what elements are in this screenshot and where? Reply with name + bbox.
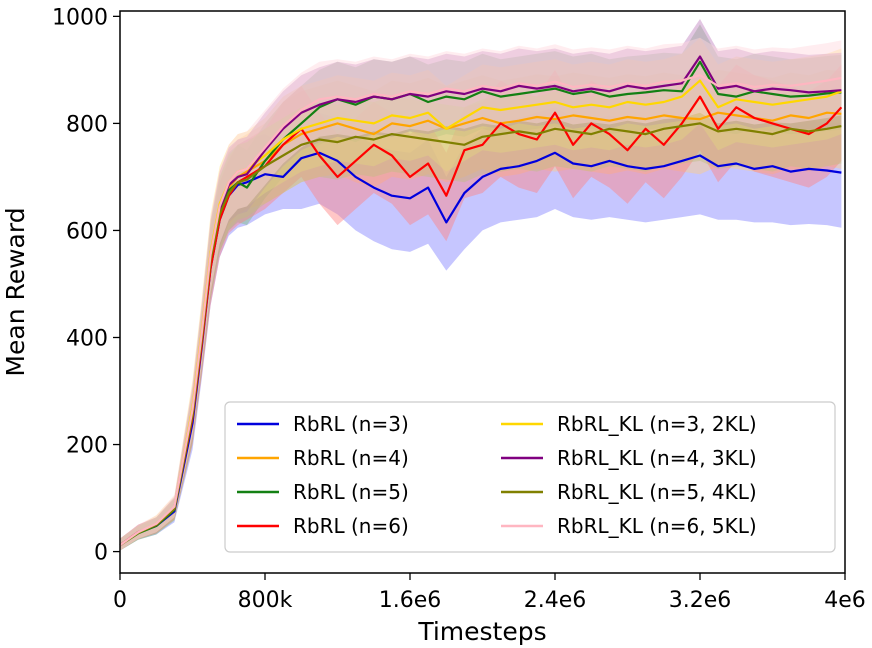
y-tick-label: 800 <box>66 112 108 137</box>
plot-frame <box>119 10 846 574</box>
band-rbrl-n-3 <box>120 107 842 551</box>
legend-label-rbrl-kl-n-4-3kl: RbRL_KL (n=4, 3KL) <box>557 446 757 470</box>
y-tick-label: 600 <box>66 219 108 244</box>
legend-label-rbrl-n-5: RbRL (n=5) <box>293 480 409 504</box>
y-tick-label: 0 <box>94 541 108 566</box>
x-tick-label: 1.6e6 <box>379 588 442 613</box>
x-axis-ticks: 0 800k 1.6e6 2.4e6 3.2e6 4e6 <box>113 573 866 613</box>
y-tick-label: 1000 <box>52 5 108 30</box>
legend-box <box>224 401 836 553</box>
band-rbrl-n-4 <box>120 69 842 551</box>
legend: RbRL (n=3) RbRL (n=4) RbRL (n=5) RbRL (n=6)… <box>224 401 836 553</box>
line-rbrl-kl-n-5-4kl <box>119 122 842 547</box>
x-tick-label: 4e6 <box>824 588 866 613</box>
band-rbrl-kl-n-3-2kl <box>120 37 842 551</box>
legend-label-rbrl-n-6: RbRL (n=6) <box>293 514 409 538</box>
x-tick-label: 0 <box>113 588 127 613</box>
x-axis-label: Timesteps <box>417 617 546 646</box>
y-tick-label: 400 <box>66 326 108 351</box>
y-axis-ticks: 0 200 400 600 800 1000 <box>52 5 120 566</box>
x-tick-label: 800k <box>238 588 293 613</box>
y-tick-label: 200 <box>66 434 108 459</box>
y-axis-label: Mean Reward <box>1 207 30 376</box>
band-rbrl-kl-n-4-3kl <box>120 19 842 551</box>
legend-label-rbrl-kl-n-5-4kl: RbRL_KL (n=5, 4KL) <box>557 480 757 504</box>
legend-label-rbrl-n-3: RbRL (n=3) <box>293 412 409 436</box>
legend-label-rbrl-kl-n-6-5kl: RbRL_KL (n=6, 5KL) <box>557 514 757 538</box>
legend-label-rbrl-kl-n-3-2kl: RbRL_KL (n=3, 2KL) <box>557 412 757 436</box>
band-rbrl-kl-n-5-4kl <box>120 85 842 551</box>
band-rbrl-n-5 <box>120 24 842 551</box>
legend-label-rbrl-n-4: RbRL (n=4) <box>293 446 409 470</box>
x-tick-label: 3.2e6 <box>669 588 732 613</box>
x-tick-label: 2.4e6 <box>524 588 587 613</box>
band-rbrl-n-6 <box>120 53 842 551</box>
line-rbrl-n-6 <box>119 95 843 547</box>
series-lines <box>119 55 843 547</box>
line-rbrl-kl-n-6-5kl <box>119 74 842 547</box>
